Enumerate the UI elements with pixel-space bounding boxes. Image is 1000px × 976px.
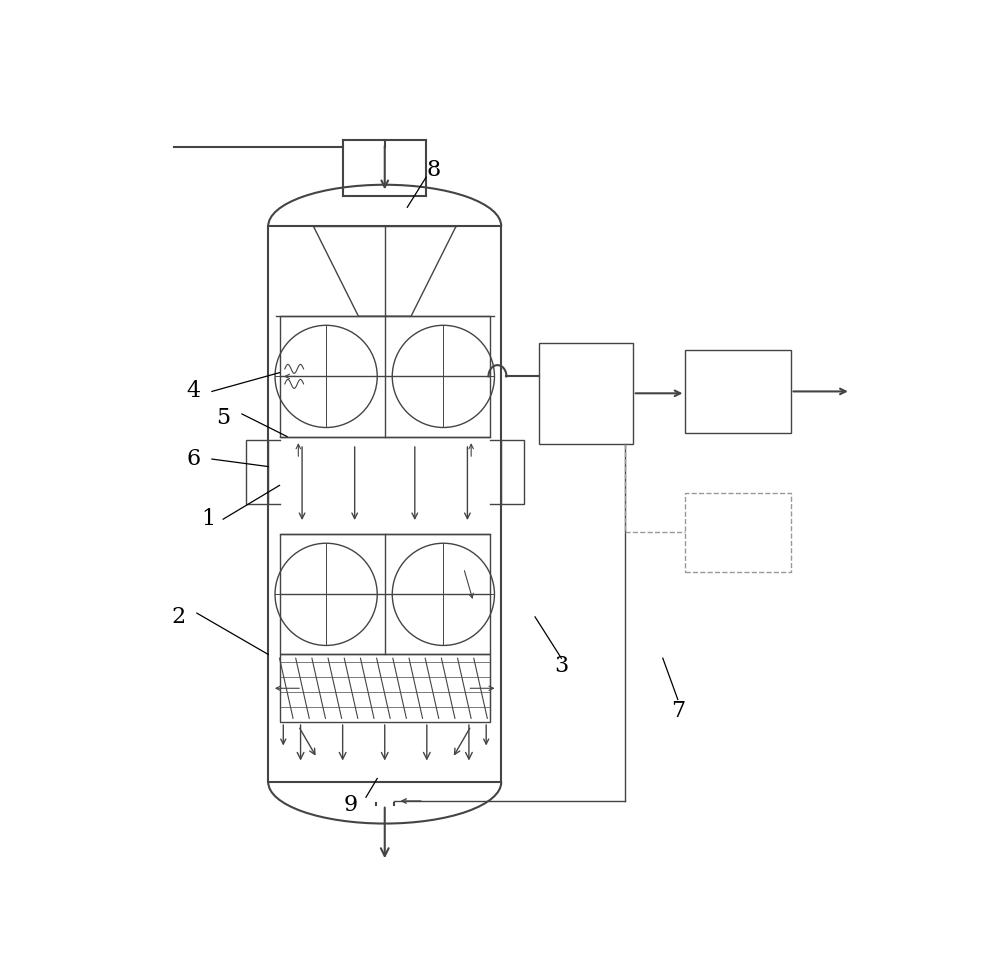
- Bar: [246, 440, 268, 505]
- Text: 3: 3: [554, 655, 568, 676]
- Text: 1: 1: [201, 508, 215, 530]
- Text: 9: 9: [344, 793, 358, 816]
- Text: 6: 6: [186, 448, 200, 470]
- Bar: [280, 316, 490, 436]
- Text: 4: 4: [186, 381, 200, 402]
- Text: 2: 2: [171, 606, 185, 628]
- Bar: [280, 534, 490, 655]
- Text: 8: 8: [426, 159, 441, 181]
- Bar: [539, 343, 633, 444]
- Bar: [685, 350, 791, 432]
- Text: 7: 7: [671, 700, 685, 722]
- Bar: [280, 655, 490, 722]
- Bar: [685, 493, 791, 572]
- Bar: [501, 440, 524, 505]
- Text: 5: 5: [216, 407, 230, 428]
